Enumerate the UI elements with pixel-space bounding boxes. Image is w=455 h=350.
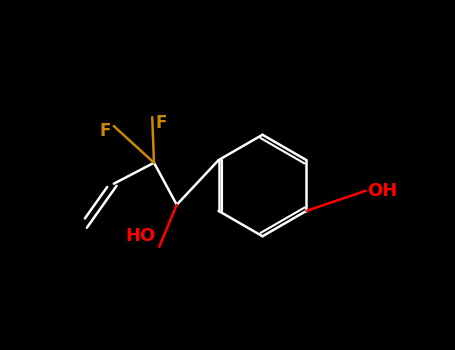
Text: HO: HO [126,227,156,245]
Text: F: F [156,114,167,132]
Text: OH: OH [368,182,398,200]
Text: F: F [100,122,111,140]
